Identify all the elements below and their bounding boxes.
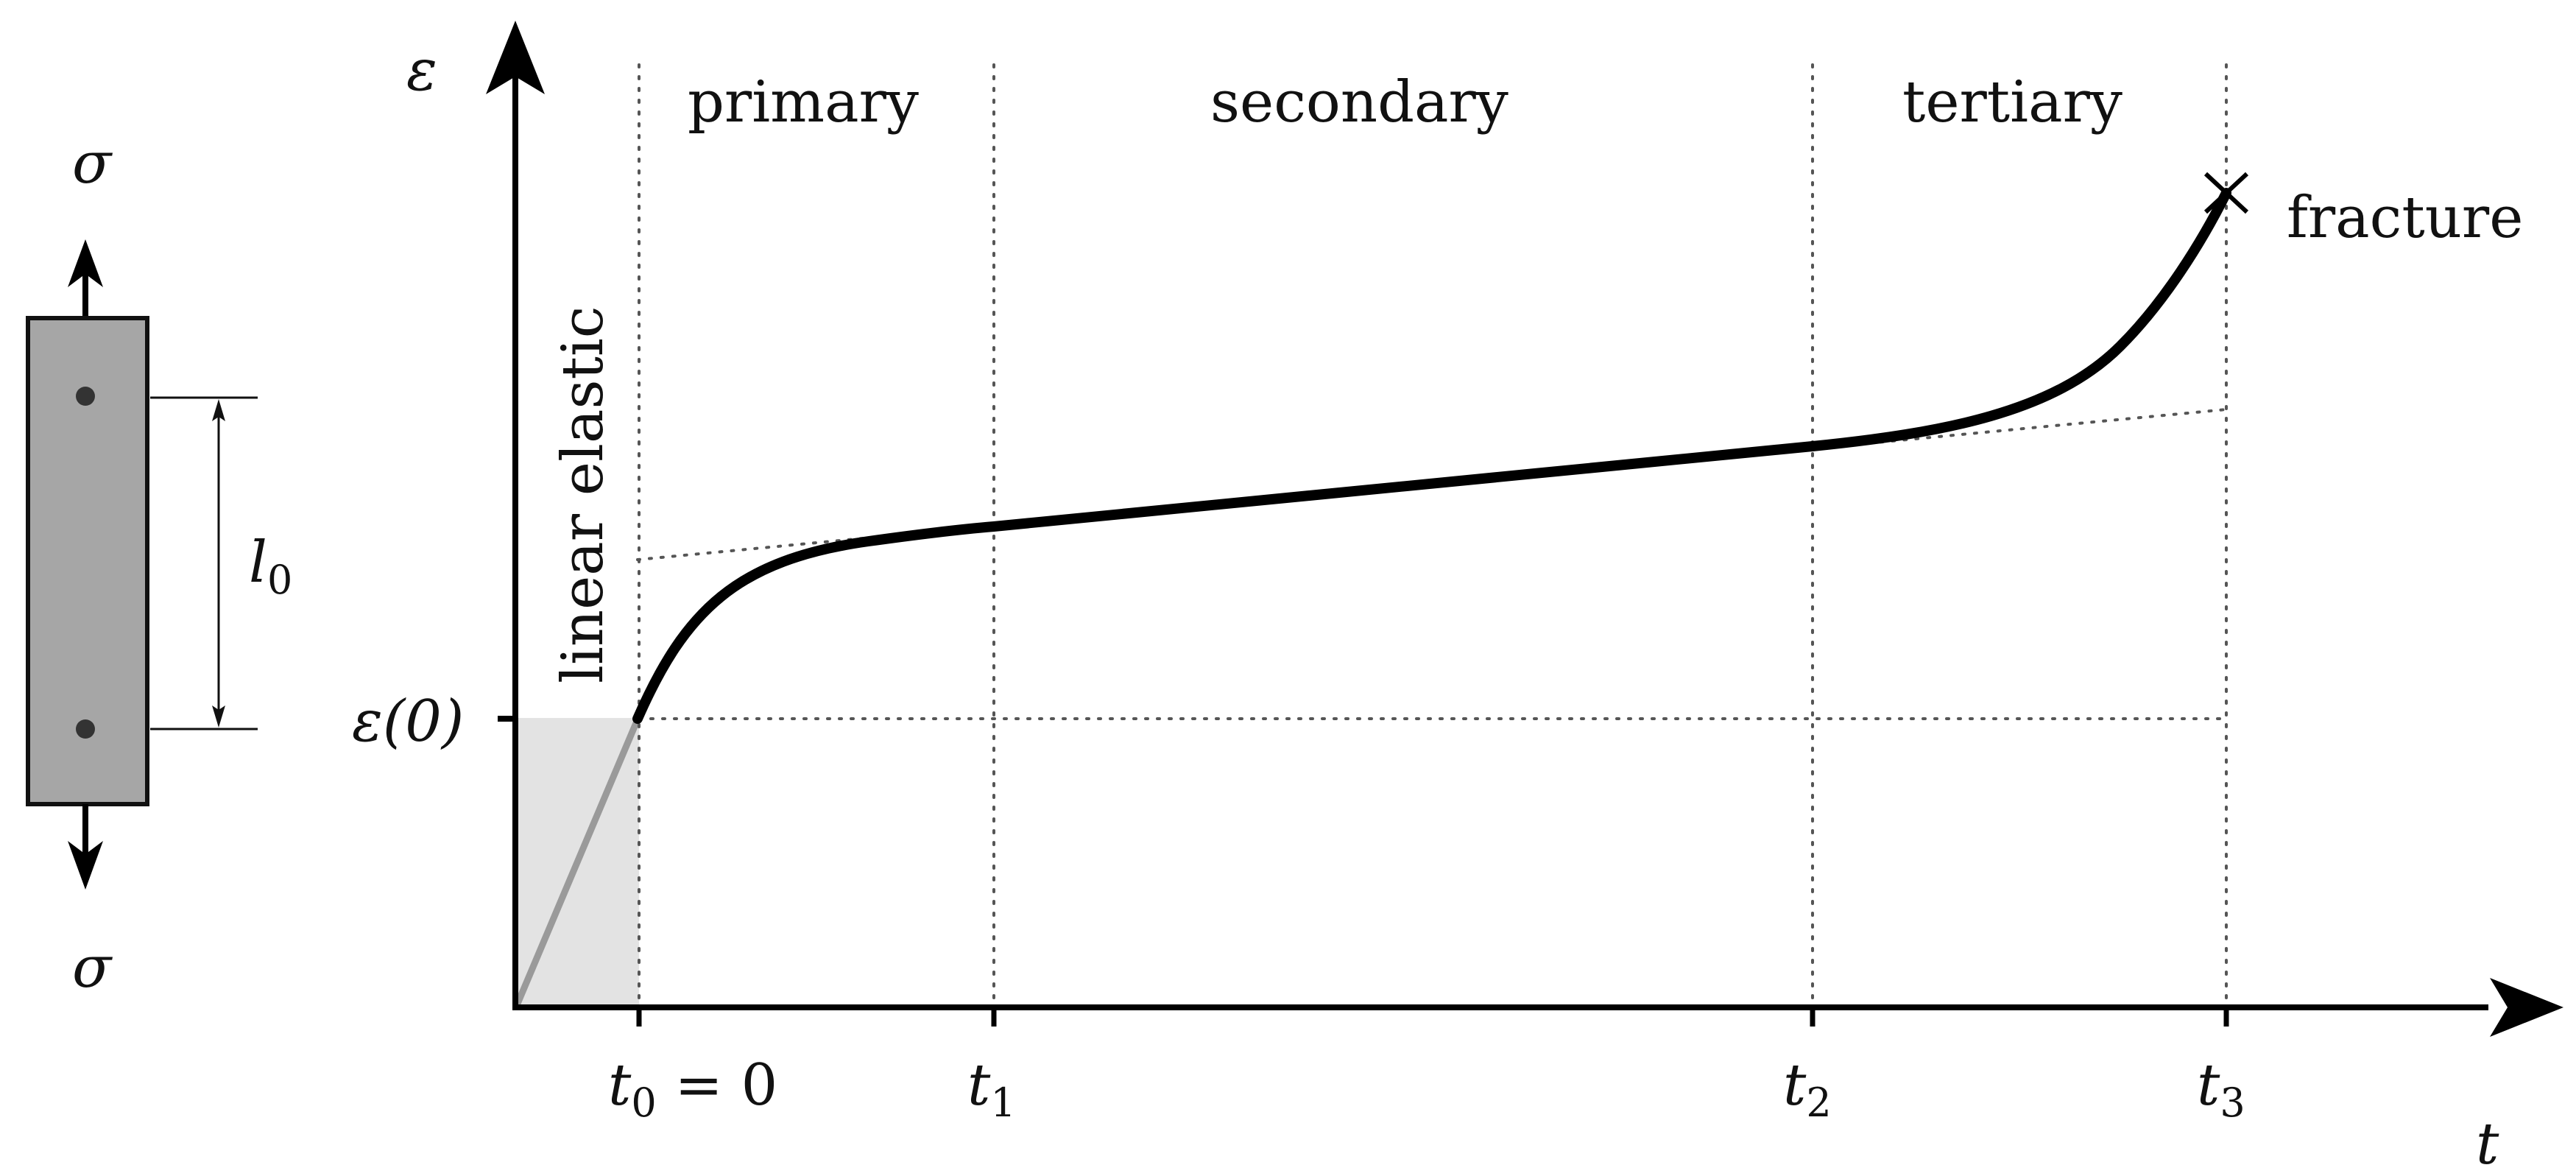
specimen-diagram: σ σ l0 bbox=[26, 130, 292, 1001]
region-label-primary: primary bbox=[688, 69, 919, 135]
bottom-stress-arrowhead bbox=[68, 841, 103, 890]
gauge-dimension-arrow-bottom bbox=[212, 705, 225, 728]
region-label-secondary: secondary bbox=[1210, 69, 1508, 135]
top-stress-arrowhead bbox=[68, 239, 103, 287]
creep-curve bbox=[632, 188, 2231, 724]
x-tick-label-t0: t0 = 0 bbox=[608, 1052, 777, 1126]
fracture-marker bbox=[2203, 172, 2249, 214]
gauge-length-label: l0 bbox=[249, 529, 292, 603]
x-tick-label-t1: t1 bbox=[967, 1052, 1016, 1126]
x-tick-label-t2: t2 bbox=[1783, 1052, 1832, 1126]
gauge-dimension-arrow-top bbox=[212, 399, 225, 421]
secondary-trend-line bbox=[636, 408, 2228, 561]
gauge-mark-bottom bbox=[76, 719, 95, 739]
x-axis-label: t bbox=[2476, 1111, 2499, 1176]
x-axis-arrowhead bbox=[2490, 978, 2563, 1037]
gauge-mark-top bbox=[76, 387, 95, 406]
y-axis-label: ε bbox=[406, 38, 437, 104]
fracture-label: fracture bbox=[2287, 185, 2523, 251]
x-tick-label-t3: t3 bbox=[2197, 1052, 2245, 1126]
region-label-linear-elastic: linear elastic bbox=[550, 306, 616, 683]
stress-label-bottom: σ bbox=[72, 934, 113, 1001]
y-axis-arrowhead bbox=[486, 21, 545, 94]
region-label-tertiary: tertiary bbox=[1902, 69, 2122, 135]
linear-elastic-line bbox=[512, 718, 641, 1010]
stress-label-top: σ bbox=[72, 130, 113, 197]
y-tick-label-strain0: ε(0) bbox=[352, 689, 464, 755]
